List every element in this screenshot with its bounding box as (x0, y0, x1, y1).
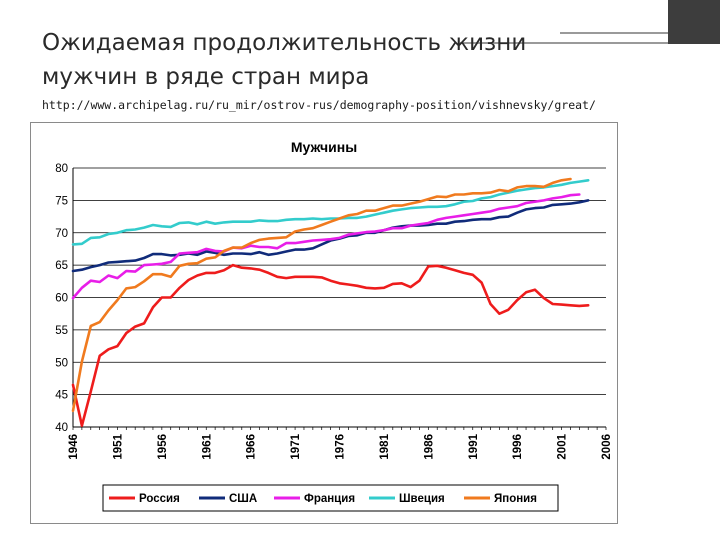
y-tick-label: 60 (55, 293, 68, 305)
x-tick-label: 2001 (557, 433, 569, 459)
corner-decoration (668, 0, 720, 44)
legend-label-2: Франция (304, 493, 355, 505)
x-tick-label: 1951 (112, 433, 124, 459)
legend-label-1: США (229, 493, 257, 505)
legend-label-0: Россия (139, 493, 180, 505)
series-line-3 (71, 178, 590, 246)
x-tick-label: 1961 (201, 433, 213, 459)
life-expectancy-chart: Мужчины 40 45 50 55 60 65 70 75 80 1946 1951 1956 19… (55, 139, 613, 512)
series-line-4 (71, 177, 572, 413)
legend: Россия США Франция Швеция Япония (102, 484, 559, 512)
slide-title: Ожидаемая продолжительность жизни мужчин… (42, 26, 602, 94)
axes: 40 45 50 55 60 65 70 75 80 1946 1951 1956 1961 1966 19… (55, 163, 613, 460)
series-line-1 (71, 199, 590, 273)
y-tick-label: 40 (55, 422, 68, 434)
x-tick-label: 1996 (512, 434, 524, 460)
series-line-2 (71, 193, 581, 300)
y-tick-label: 75 (55, 195, 68, 207)
x-tick-label: 2006 (601, 434, 613, 460)
x-tick-label: 1946 (68, 434, 80, 460)
y-tick-label: 45 (55, 390, 68, 402)
x-tick-label: 1976 (335, 434, 347, 460)
x-tick-label: 1971 (290, 433, 302, 459)
y-tick-label: 80 (55, 163, 68, 175)
source-url: http://www.archipelag.ru/ru_mir/ostrov-r… (42, 98, 596, 112)
decor-line-bottom (460, 42, 668, 44)
chart-title: Мужчины (291, 139, 357, 155)
y-tick-label: 70 (55, 228, 68, 240)
y-tick-label: 55 (55, 325, 68, 337)
x-tick-label: 1956 (157, 434, 169, 460)
legend-label-3: Швеция (399, 493, 445, 505)
y-tick-label: 50 (55, 357, 68, 369)
series-lines (71, 177, 590, 428)
y-tick-label: 65 (55, 260, 68, 272)
x-tick-label: 1991 (468, 433, 480, 459)
grid-lines (73, 167, 606, 428)
x-tick-label: 1966 (246, 434, 258, 460)
slide-title-line-1: Ожидаемая продолжительность жизни (42, 30, 527, 56)
x-tick-label: 1986 (423, 434, 435, 460)
series-line-0 (71, 263, 590, 428)
x-tick-label: 1981 (379, 433, 391, 459)
decor-line-top (560, 32, 668, 34)
slide-title-line-2: мужчин в ряде стран мира (42, 64, 370, 90)
legend-label-4: Япония (494, 493, 537, 505)
chart-frame: Мужчины 40 45 50 55 60 65 70 75 80 1946 1951 1956 19… (30, 122, 618, 524)
